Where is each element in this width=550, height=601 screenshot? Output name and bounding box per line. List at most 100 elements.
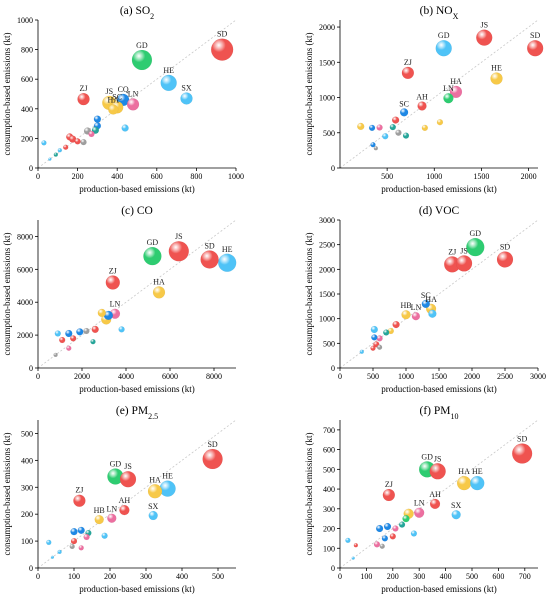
data-point-gd xyxy=(143,246,162,266)
data-point xyxy=(392,320,400,329)
point-label-zj: ZJ xyxy=(385,480,393,489)
data-point xyxy=(69,335,77,342)
data-point xyxy=(398,521,406,528)
data-point-ah xyxy=(119,504,130,516)
data-point xyxy=(351,556,355,560)
data-point xyxy=(121,124,129,132)
x-tick-label: 500 xyxy=(466,572,478,581)
data-point xyxy=(353,543,359,548)
data-point xyxy=(389,533,396,540)
data-point xyxy=(421,124,429,132)
point-label-gd: GD xyxy=(136,41,148,50)
point-label-ln: LN xyxy=(110,300,121,309)
data-point xyxy=(53,152,59,157)
x-tick-label: 6000 xyxy=(162,372,178,381)
data-point-hb xyxy=(401,310,411,320)
data-point xyxy=(373,146,379,151)
chart-title: (d) VOC xyxy=(419,205,460,217)
y-tick-label: 1000 xyxy=(319,94,335,103)
x-tick-label: 3000 xyxy=(530,372,546,381)
point-label-ln: LN xyxy=(106,505,117,514)
x-tick-label: 2000 xyxy=(74,372,90,381)
data-point xyxy=(383,329,390,336)
data-point-ln xyxy=(107,513,117,523)
y-tick-label: 500 xyxy=(323,129,335,138)
x-tick-label: 800 xyxy=(190,172,202,181)
x-tick-label: 0 xyxy=(36,372,40,381)
x-tick-label: 500 xyxy=(212,572,224,581)
chart-title: (c) CO xyxy=(121,205,153,217)
point-label-sd: SD xyxy=(530,31,540,40)
point-label-he: HE xyxy=(222,245,233,254)
data-point-zj xyxy=(77,92,90,106)
x-tick-label: 2000 xyxy=(464,372,480,381)
data-point-ha xyxy=(152,286,166,299)
data-point-hb xyxy=(94,514,104,525)
point-label-sd: SD xyxy=(204,241,214,250)
y-tick-label: 600 xyxy=(21,75,33,84)
point-label-sx: SX xyxy=(451,501,461,510)
data-point-he xyxy=(470,475,485,491)
x-axis-label: production-based emissions (kt) xyxy=(79,584,194,594)
x-tick-label: 1500 xyxy=(431,372,447,381)
chart-title-subscript: 2 xyxy=(150,12,154,21)
point-label-js: JS xyxy=(124,462,132,471)
data-point-sx xyxy=(148,510,158,521)
chart-panel-0: (a) SO2 0 200 400 600 800 1000 0 200 400 600 800 100… xyxy=(2,5,244,194)
point-label-he: HE xyxy=(163,66,174,75)
point-label-sd: SD xyxy=(207,440,217,449)
x-tick-label: 0 xyxy=(338,372,342,381)
data-point-zj xyxy=(401,66,415,80)
point-label-ha: HA xyxy=(107,96,119,105)
point-label-js: JS xyxy=(460,246,468,255)
x-tick-label: 0 xyxy=(36,572,40,581)
y-tick-label: 0 xyxy=(331,364,335,373)
point-label-zj: ZJ xyxy=(109,266,117,275)
data-point-gd xyxy=(131,49,153,71)
data-point xyxy=(53,352,58,358)
point-label-ln: LN xyxy=(443,84,454,93)
data-point xyxy=(41,140,47,146)
chart-panel-4: (e) PM2.5 0 100 200 300 400 500 0 100 200 300 400 50… xyxy=(2,405,237,594)
data-point-js xyxy=(119,471,137,488)
data-point-js xyxy=(168,241,190,262)
data-point xyxy=(381,535,389,542)
data-point-ln xyxy=(126,98,140,111)
point-label-ha: HA xyxy=(458,467,470,476)
point-label-ha: HA xyxy=(153,277,165,286)
point-label-ln: LN xyxy=(411,303,422,312)
data-point xyxy=(83,327,90,335)
chart-title-main: (a) SO xyxy=(120,5,150,17)
y-tick-label: 1500 xyxy=(319,290,335,299)
y-tick-label: 800 xyxy=(21,46,33,55)
data-point xyxy=(370,345,376,351)
point-label-ah: AH xyxy=(416,92,428,101)
data-point xyxy=(80,138,87,146)
chart-title-main: (f) PM xyxy=(420,405,451,417)
data-point xyxy=(368,124,376,132)
x-tick-label: 0 xyxy=(36,172,40,181)
point-label-sd: SD xyxy=(500,242,510,251)
data-point xyxy=(395,129,402,136)
chart-title-main: (e) PM xyxy=(116,405,148,417)
point-label-cq: CQ xyxy=(118,85,129,94)
y-tick-label: 0 xyxy=(29,164,33,173)
data-point xyxy=(48,157,52,161)
point-label-sx: SX xyxy=(148,502,158,511)
data-point-ha xyxy=(456,475,472,491)
point-label-ha: HA xyxy=(149,475,161,484)
data-point xyxy=(392,525,399,532)
data-point xyxy=(376,124,383,131)
data-point-he xyxy=(159,480,176,497)
data-point xyxy=(371,334,378,341)
x-tick-label: 1000 xyxy=(228,172,244,181)
data-point-ah xyxy=(417,101,427,111)
y-tick-label: 0 xyxy=(29,364,33,373)
point-label-ln: LN xyxy=(128,89,139,98)
x-tick-label: 200 xyxy=(387,572,399,581)
point-label-ah: AH xyxy=(429,490,441,499)
data-point xyxy=(91,325,99,334)
data-point xyxy=(76,328,84,336)
y-tick-label: 200 xyxy=(21,134,33,143)
y-tick-label: 3000 xyxy=(319,216,335,225)
